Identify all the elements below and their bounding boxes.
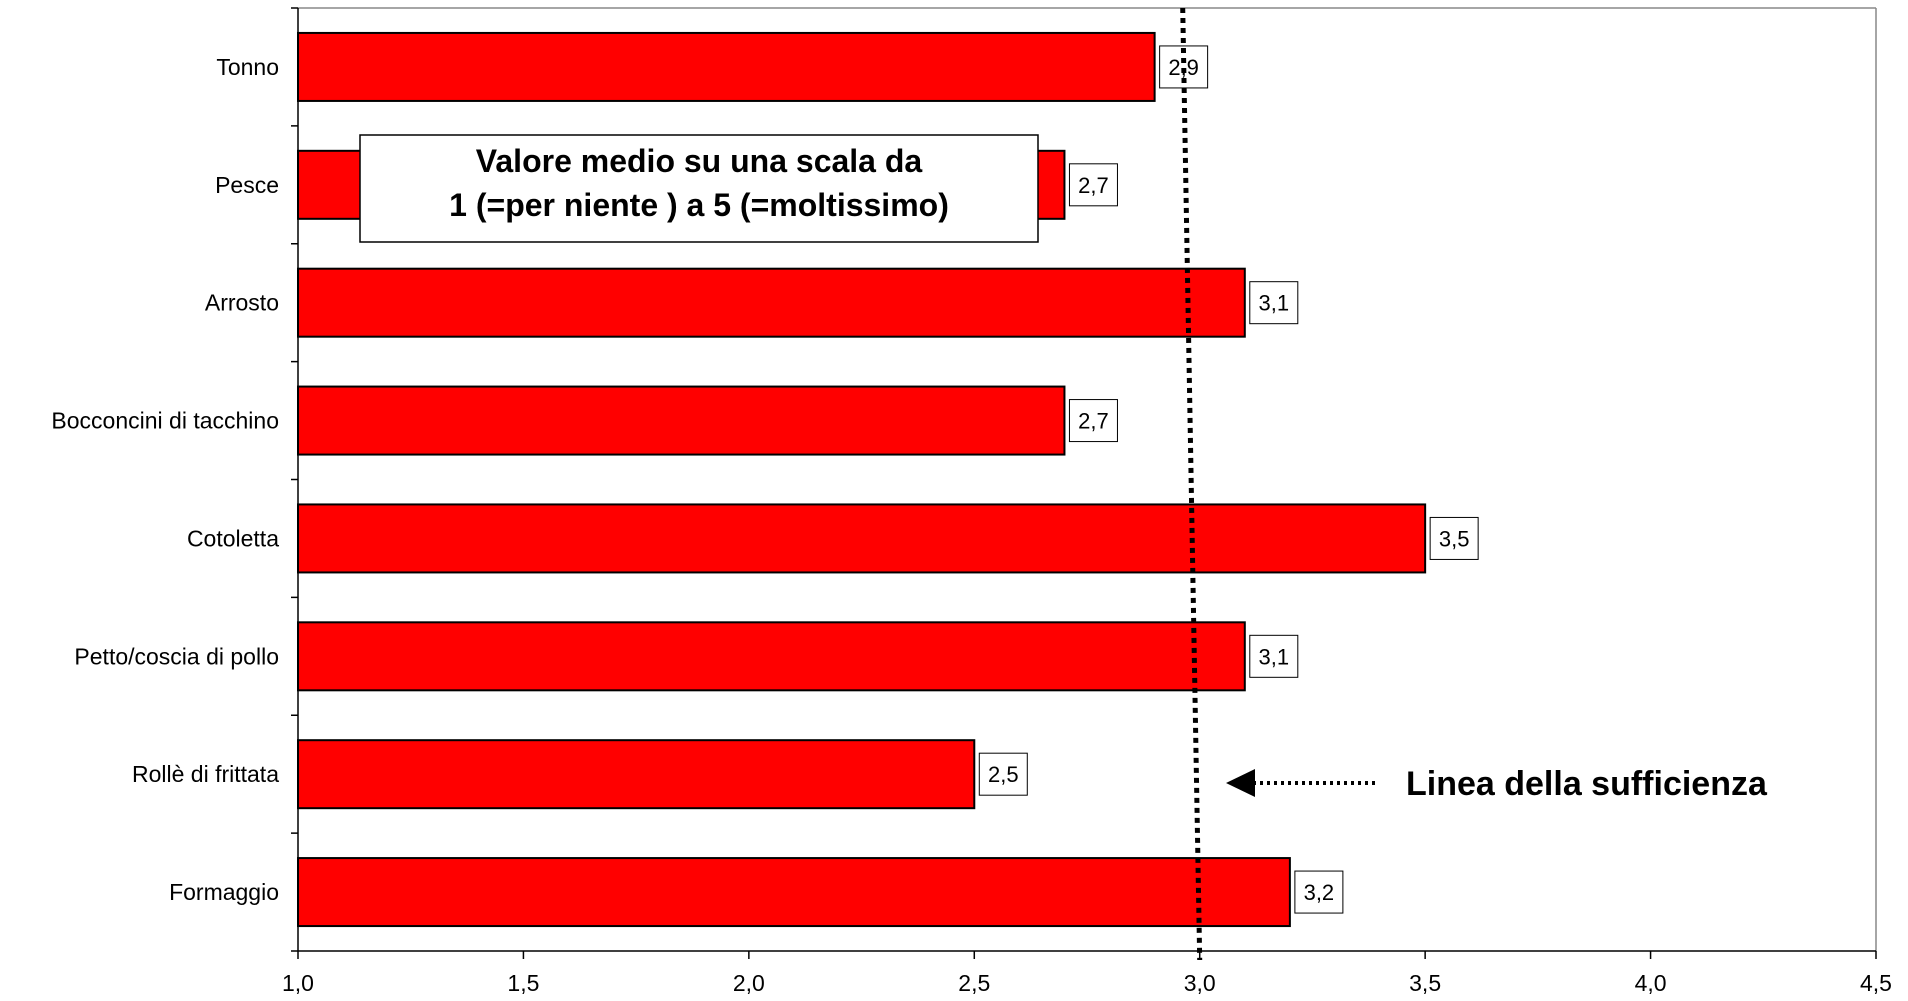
- category-label: Formaggio: [169, 879, 279, 905]
- data-label-box: [1429, 516, 1479, 560]
- category-label: Rollè di frittata: [132, 761, 279, 787]
- bar: [297, 857, 1291, 928]
- bar: [297, 739, 976, 810]
- bar: [297, 267, 1246, 338]
- data-label-box: [1249, 281, 1299, 325]
- data-label: 2,7: [1078, 173, 1109, 198]
- scale-note-box: [359, 134, 1039, 243]
- data-label: 2,5: [988, 762, 1019, 787]
- data-label-box: [1294, 870, 1344, 914]
- data-label: 3,5: [1439, 526, 1470, 551]
- x-tick-label: 3,0: [1184, 970, 1216, 996]
- sufficiency-reference-line: [1180, 7, 1203, 961]
- category-label: Arrosto: [205, 290, 279, 316]
- reference-line-group: [1180, 7, 1203, 961]
- data-label-box: [1068, 399, 1118, 443]
- bar: [297, 503, 1427, 574]
- data-label-box: [1249, 634, 1299, 678]
- data-label: 3,1: [1259, 644, 1290, 669]
- data-label-box: [978, 752, 1028, 796]
- scale-note-line-2: 1 (=per niente ) a 5 (=moltissimo): [449, 187, 949, 223]
- x-tick-label: 1,5: [507, 970, 539, 996]
- x-tick-label: 2,5: [958, 970, 990, 996]
- x-tick-label: 1,0: [282, 970, 314, 996]
- data-label-box: [1068, 163, 1118, 207]
- category-label: Pesce: [215, 172, 279, 198]
- data-labels: 2,92,73,12,73,53,12,53,2: [978, 45, 1479, 914]
- bar: [297, 385, 1066, 456]
- scale-note: Valore medio su una scala da 1 (=per nie…: [359, 134, 1039, 243]
- axes: 1,0 1,5 2,0 2,5 3,0 3,5 4,0 4,5 Tonno Pesce Arrost…: [51, 7, 1892, 996]
- category-label: Petto/coscia di pollo: [74, 643, 279, 669]
- category-label: Cotoletta: [187, 525, 279, 551]
- x-tick-label: 2,0: [733, 970, 765, 996]
- scale-note-line-1: Valore medio su una scala da: [476, 143, 923, 179]
- x-tick-label: 4,0: [1635, 970, 1667, 996]
- bar: [297, 621, 1246, 692]
- sufficiency-annotation: Linea della sufficienza: [1226, 765, 1768, 803]
- data-label: 2,7: [1078, 409, 1109, 434]
- x-tick-label: 4,5: [1860, 970, 1892, 996]
- bar: [297, 31, 1156, 102]
- data-label: 3,2: [1304, 880, 1335, 905]
- arrow-left-icon: [1226, 769, 1255, 797]
- x-tick-label: 3,5: [1409, 970, 1441, 996]
- category-label: Tonno: [216, 54, 279, 80]
- sufficiency-line-label: Linea della sufficienza: [1406, 765, 1768, 803]
- category-label: Bocconcini di tacchino: [51, 408, 279, 434]
- data-label: 3,1: [1259, 291, 1290, 316]
